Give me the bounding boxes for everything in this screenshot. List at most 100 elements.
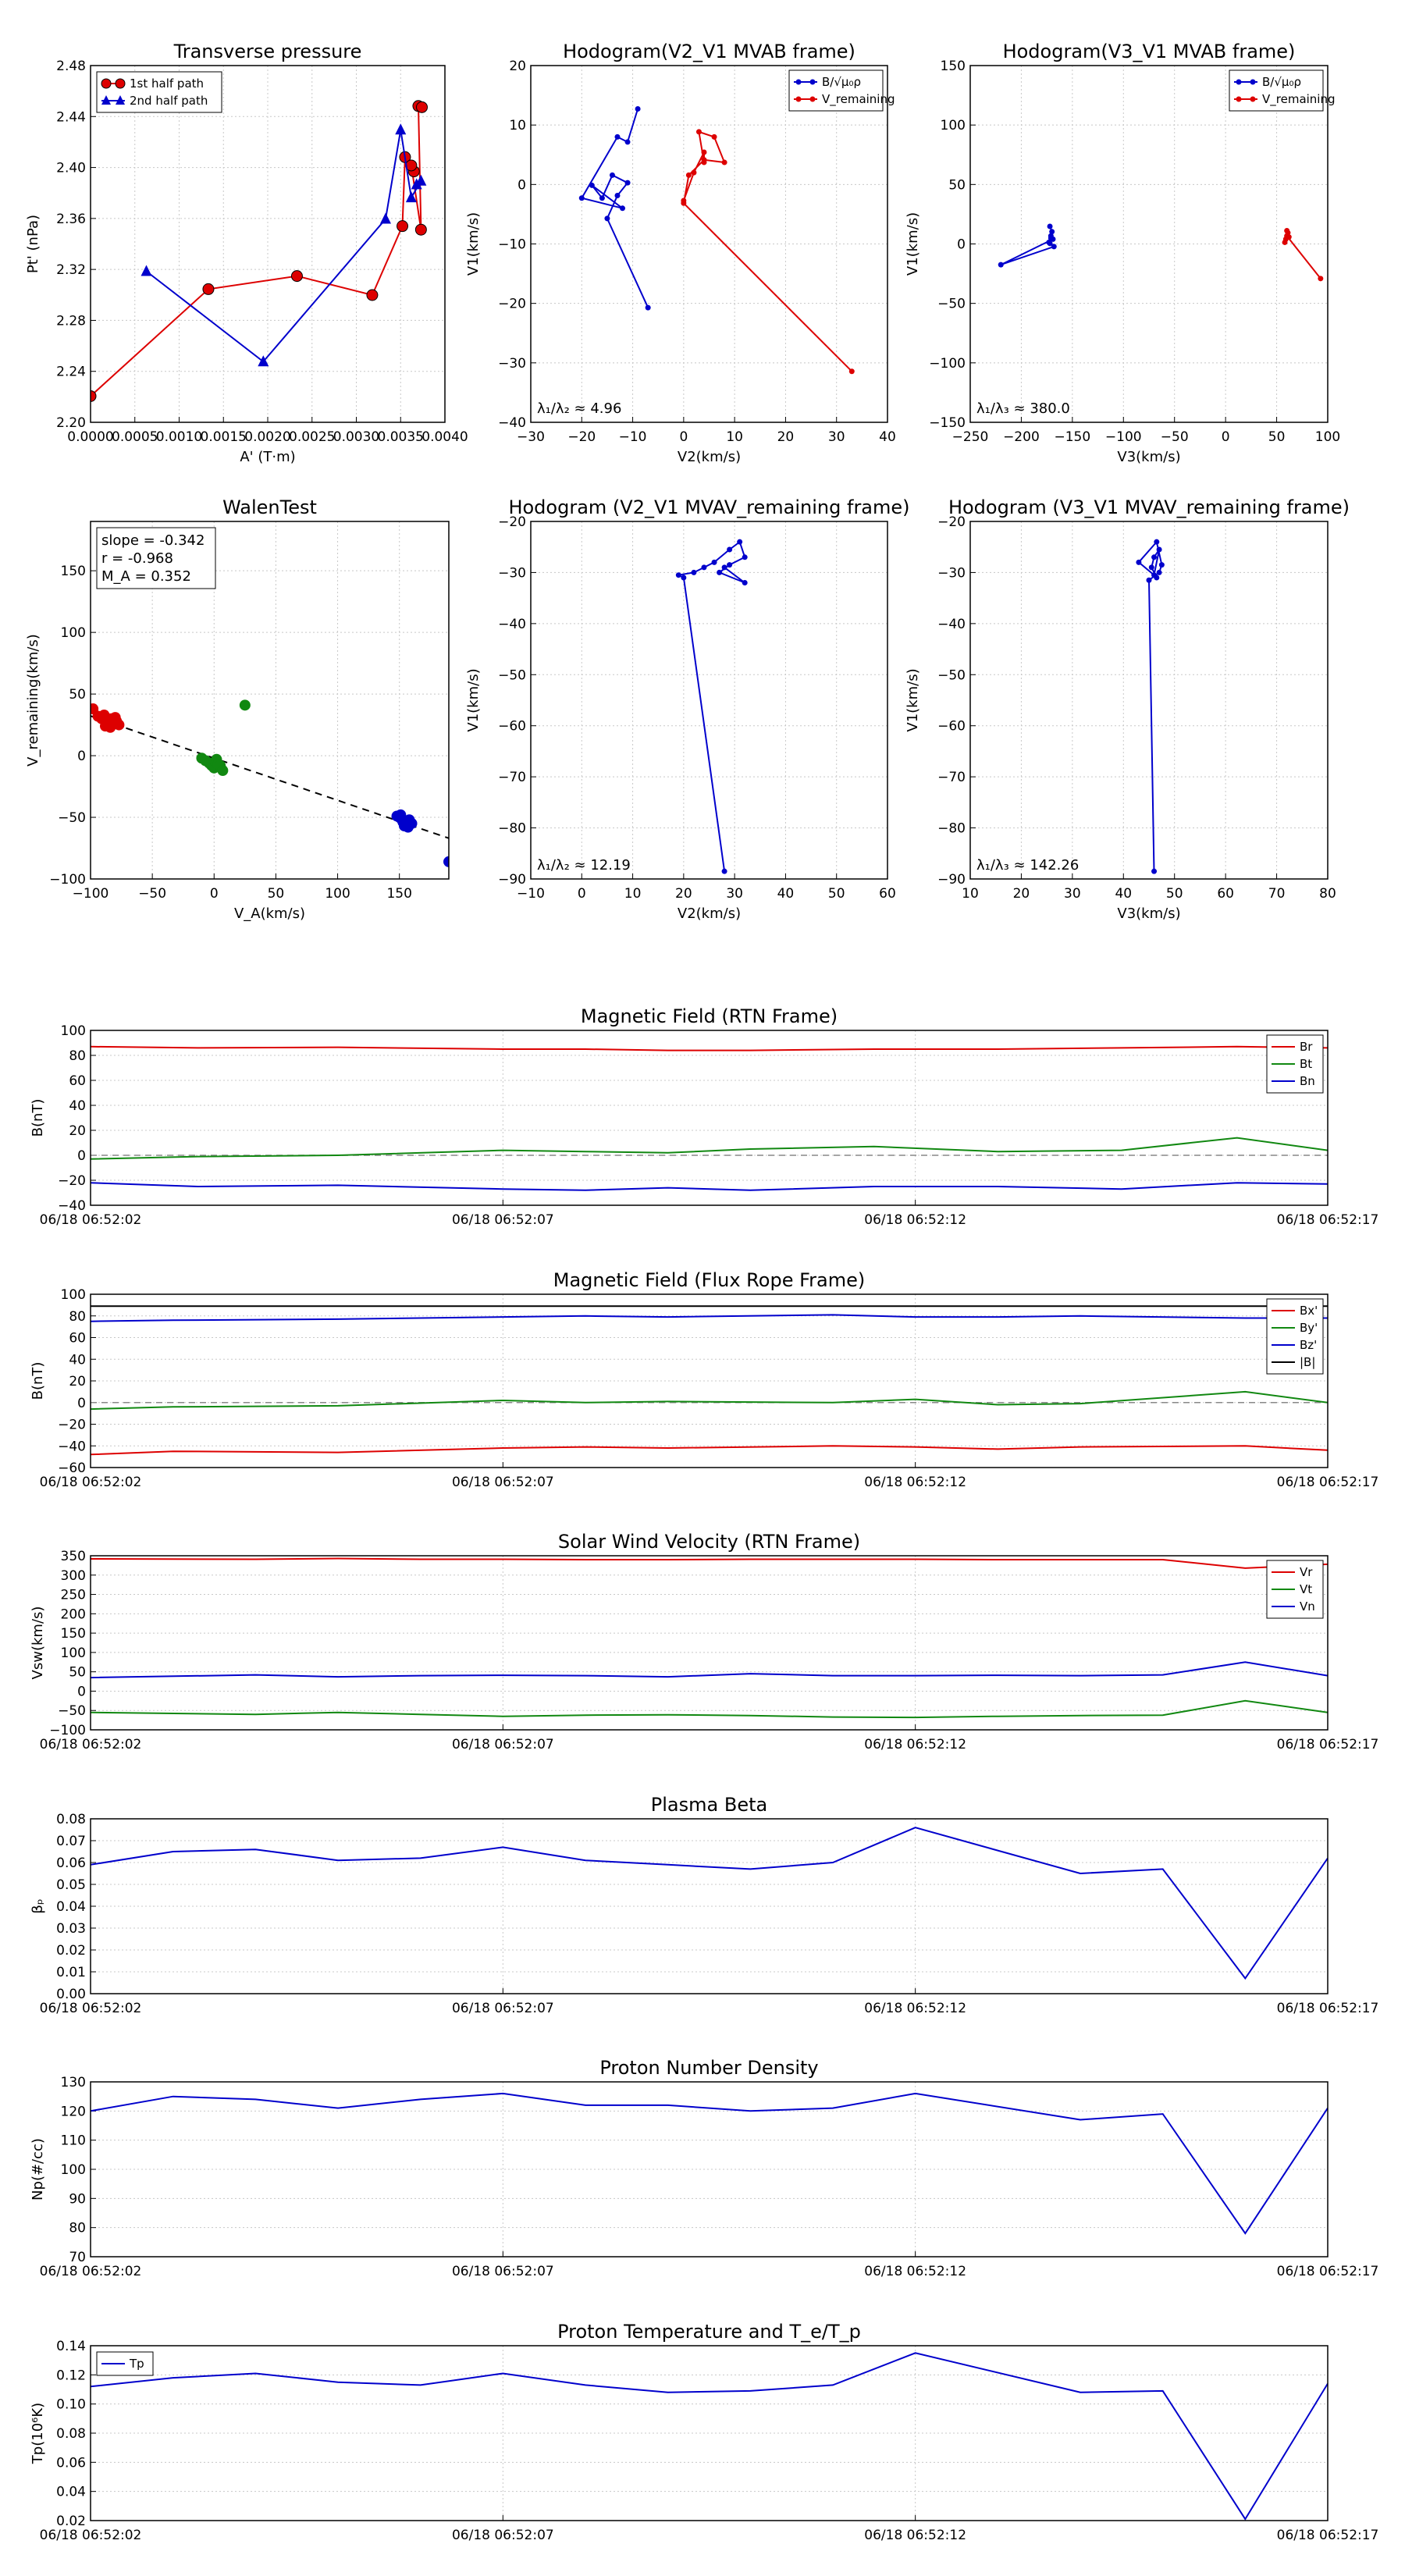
- data-point: [717, 569, 723, 575]
- x-axis-label: A' (T·m): [240, 449, 295, 465]
- legend-label: 2nd half path: [130, 94, 208, 108]
- legend-label: By': [1300, 1321, 1318, 1335]
- plot-frame: [969, 521, 1329, 880]
- y-tick-label: −40: [58, 1198, 86, 1214]
- data-point: [614, 192, 621, 198]
- chart-title: Magnetic Field (Flux Rope Frame): [553, 1269, 865, 1291]
- y-tick-label: 40: [69, 1098, 86, 1114]
- data-point: [681, 200, 687, 206]
- legend-marker: [1250, 96, 1256, 102]
- y-tick-label: −20: [498, 514, 526, 530]
- y-tick-label: 100: [61, 1023, 86, 1039]
- series-tp-line: [91, 2352, 1328, 2521]
- y-tick-label: 120: [61, 2104, 86, 2119]
- data-point: [737, 539, 743, 545]
- y-tick-label: −50: [498, 667, 526, 683]
- plot-frame: [90, 65, 446, 423]
- data-point: [1156, 546, 1162, 553]
- y-tick-label: 250: [61, 1588, 86, 1603]
- x-tick-label: 06/18 06:52:12: [864, 1212, 966, 1228]
- x-tick-label: −10: [619, 429, 647, 445]
- y-tick-label: 20: [69, 1374, 86, 1389]
- x-tick-label: 06/18 06:52:12: [864, 2528, 966, 2543]
- y-tick-label: −40: [58, 1439, 86, 1454]
- data-point: [1048, 233, 1054, 239]
- y-tick-label: −20: [58, 1173, 86, 1189]
- y-tick-label: 0.02: [56, 2514, 86, 2529]
- y-tick-label: 0.07: [56, 1834, 86, 1849]
- data-point: [239, 699, 251, 711]
- chart-walen: −100 −50 0 50 100 150 −100 −50 0 50 100 150 WalenTes…: [25, 496, 450, 922]
- y-tick-label: 2.44: [56, 109, 86, 125]
- legend-label: Bt: [1300, 1057, 1312, 1071]
- series-vt-line: [91, 1699, 1328, 1719]
- data-point: [691, 569, 697, 575]
- plot-frame: [90, 1555, 1329, 1731]
- x-tick-label: 06/18 06:52:17: [1277, 2528, 1379, 2543]
- x-tick-label: 06/18 06:52:07: [452, 2528, 554, 2543]
- legend-label: Bn: [1300, 1074, 1315, 1088]
- chart-sw_vel: 06/18 06:52:02 06/18 06:52:07 06/18 06:52:…: [30, 1531, 1378, 1752]
- y-tick-label: 0.06: [56, 1856, 86, 1871]
- series-b-line: [1000, 226, 1056, 266]
- y-tick-label: −50: [58, 810, 86, 826]
- x-tick-label: 70: [1268, 886, 1286, 902]
- series-b-line: [1137, 540, 1163, 872]
- legend-label: B/√μ₀ρ: [822, 75, 861, 89]
- chart-title: Hodogram (V3_V1 MVAV_remaining frame): [948, 496, 1350, 518]
- y-axis-label: Pt' (nPa): [25, 215, 41, 273]
- series-vn-line: [91, 1661, 1328, 1679]
- data-point: [604, 215, 610, 222]
- data-point: [395, 123, 407, 135]
- x-tick-label: 0.0025: [289, 429, 335, 445]
- data-point: [742, 554, 748, 560]
- data-point: [848, 368, 855, 375]
- data-point: [202, 283, 215, 295]
- x-axis-label: V_A(km/s): [234, 906, 305, 922]
- data-point: [701, 564, 707, 571]
- legend-label: Vn: [1300, 1599, 1315, 1614]
- data-point: [721, 868, 727, 874]
- y-tick-label: 350: [61, 1549, 86, 1564]
- data-point: [727, 546, 733, 553]
- y-tick-label: −100: [49, 872, 86, 888]
- legend-marker: [115, 78, 126, 89]
- plot-area: [91, 2092, 1328, 2235]
- x-tick-label: 06/18 06:52:07: [452, 1212, 554, 1228]
- plot-area: [91, 1305, 1328, 1456]
- x-tick-label: 06/18 06:52:07: [452, 2001, 554, 2016]
- chart-title: Proton Temperature and T_e/T_p: [557, 2321, 861, 2343]
- y-tick-label: 100: [61, 1646, 86, 1661]
- y-tick-label: 0.08: [56, 2426, 86, 2442]
- y-axis-label: Vsw(km/s): [30, 1606, 46, 1680]
- data-point: [415, 101, 428, 113]
- y-tick-label: 0: [957, 237, 966, 253]
- data-point: [1148, 564, 1154, 571]
- stats-box: [96, 527, 216, 589]
- chart-title: Solar Wind Velocity (RTN Frame): [558, 1531, 860, 1553]
- y-tick-label: 150: [61, 1626, 86, 1642]
- y-tick-label: 0.01: [56, 1965, 86, 1980]
- x-tick-label: 06/18 06:52:02: [40, 2528, 142, 2543]
- chart-title: Hodogram(V3_V1 MVAB frame): [1003, 41, 1296, 62]
- x-tick-label: 10: [962, 886, 979, 902]
- y-tick-label: 150: [61, 564, 86, 579]
- x-tick-label: 06/18 06:52:17: [1277, 2264, 1379, 2279]
- y-tick-label: 40: [69, 1352, 86, 1368]
- x-tick-label: 0.0015: [201, 429, 247, 445]
- legend-label: Vr: [1300, 1565, 1313, 1579]
- chart-title: Transverse pressure: [173, 41, 362, 62]
- plot-frame: [90, 2345, 1329, 2521]
- plot-frame: [90, 1293, 1329, 1468]
- data-point: [681, 575, 687, 581]
- data-point: [614, 133, 621, 140]
- y-axis-label: V1(km/s): [465, 212, 482, 276]
- data-point: [742, 580, 748, 586]
- plot-area: [578, 105, 855, 375]
- legend-marker: [1236, 79, 1242, 85]
- data-point: [405, 191, 417, 203]
- y-tick-label: 60: [69, 1331, 86, 1347]
- y-axis-label: βₚ: [30, 1898, 46, 1913]
- series-b-line: [580, 109, 649, 308]
- legend: B/√μ₀ρ V_remaining: [1229, 69, 1336, 112]
